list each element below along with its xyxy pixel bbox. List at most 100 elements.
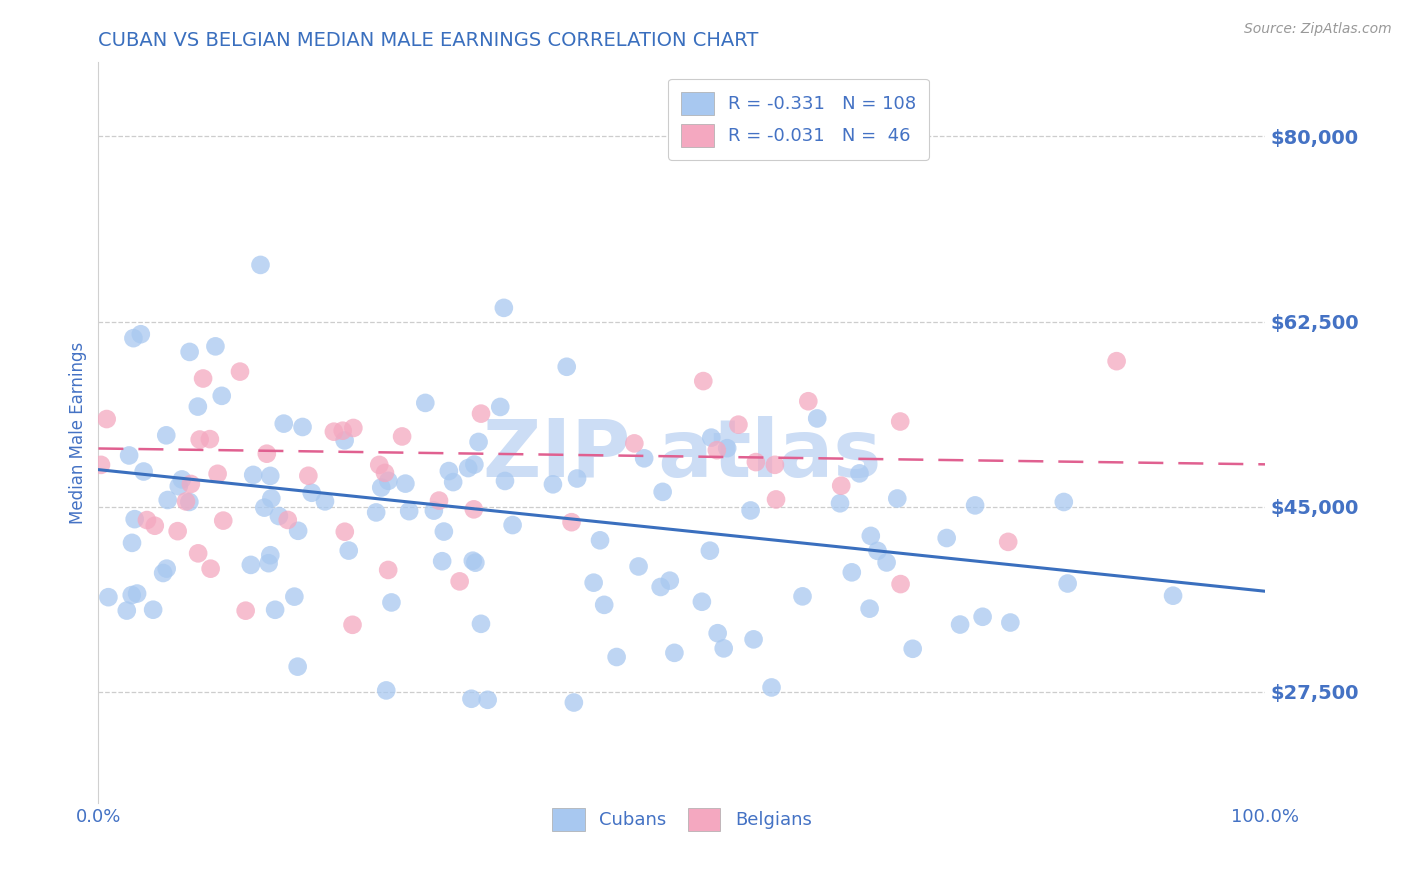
Point — [170, 472, 193, 486]
Point — [489, 400, 512, 414]
Point — [437, 464, 460, 478]
Point — [494, 474, 516, 488]
Point — [541, 477, 564, 491]
Point — [368, 458, 391, 472]
Point — [122, 331, 145, 345]
Point — [886, 491, 908, 506]
Point — [127, 586, 149, 600]
Point — [470, 407, 492, 421]
Text: ZIP atlas: ZIP atlas — [482, 416, 882, 494]
Point — [627, 559, 650, 574]
Point — [692, 374, 714, 388]
Point — [589, 533, 612, 548]
Point — [1000, 615, 1022, 630]
Legend: Cubans, Belgians: Cubans, Belgians — [546, 800, 818, 838]
Point — [242, 467, 264, 482]
Point — [562, 696, 585, 710]
Point — [797, 394, 820, 409]
Point — [259, 468, 281, 483]
Point — [430, 554, 453, 568]
Point — [658, 574, 681, 588]
Point — [187, 546, 209, 560]
Point — [142, 603, 165, 617]
Point — [96, 412, 118, 426]
Point — [212, 514, 235, 528]
Point — [890, 577, 912, 591]
Point — [267, 509, 290, 524]
Point — [690, 595, 713, 609]
Point — [135, 513, 157, 527]
Point — [174, 494, 197, 508]
Point — [555, 359, 578, 374]
Point — [423, 503, 446, 517]
Point — [121, 536, 143, 550]
Point — [651, 484, 673, 499]
Point — [565, 471, 588, 485]
Point — [1105, 354, 1128, 368]
Point — [858, 601, 880, 615]
Point — [398, 504, 420, 518]
Point — [830, 478, 852, 492]
Point — [413, 396, 436, 410]
Point — [156, 493, 179, 508]
Point — [449, 574, 471, 589]
Point — [606, 650, 628, 665]
Point — [166, 524, 188, 538]
Point — [287, 524, 309, 538]
Point — [467, 434, 489, 449]
Point — [342, 617, 364, 632]
Point — [492, 301, 515, 315]
Point — [700, 431, 723, 445]
Point — [90, 458, 112, 472]
Point — [380, 595, 402, 609]
Point — [706, 443, 728, 458]
Point — [283, 590, 305, 604]
Text: CUBAN VS BELGIAN MEDIAN MALE EARNINGS CORRELATION CHART: CUBAN VS BELGIAN MEDIAN MALE EARNINGS CO… — [98, 30, 759, 50]
Point — [187, 400, 209, 414]
Point — [115, 603, 138, 617]
Point — [740, 503, 762, 517]
Point — [97, 590, 120, 604]
Point — [366, 505, 388, 519]
Point — [198, 432, 221, 446]
Point — [156, 561, 179, 575]
Point — [377, 474, 399, 488]
Point — [124, 512, 146, 526]
Point — [593, 598, 616, 612]
Point — [301, 485, 323, 500]
Point — [297, 468, 319, 483]
Point — [477, 693, 499, 707]
Point — [394, 476, 416, 491]
Point — [129, 327, 152, 342]
Point — [650, 580, 672, 594]
Point — [1056, 576, 1078, 591]
Point — [633, 451, 655, 466]
Point — [235, 604, 257, 618]
Y-axis label: Median Male Earnings: Median Male Earnings — [69, 342, 87, 524]
Point — [457, 461, 479, 475]
Point — [200, 562, 222, 576]
Point — [859, 529, 882, 543]
Point — [433, 524, 456, 539]
Point — [1053, 495, 1076, 509]
Point — [118, 449, 141, 463]
Point — [713, 641, 735, 656]
Point — [314, 494, 336, 508]
Point — [745, 455, 768, 469]
Point — [876, 556, 898, 570]
Point — [848, 467, 870, 481]
Point — [143, 518, 166, 533]
Point — [806, 411, 828, 425]
Point — [291, 420, 314, 434]
Point — [727, 417, 749, 432]
Point — [332, 424, 354, 438]
Point — [377, 563, 399, 577]
Point — [901, 641, 924, 656]
Point — [461, 554, 484, 568]
Point — [179, 345, 201, 359]
Point — [742, 632, 765, 647]
Point — [322, 425, 344, 439]
Point — [664, 646, 686, 660]
Point — [763, 458, 786, 472]
Point — [132, 465, 155, 479]
